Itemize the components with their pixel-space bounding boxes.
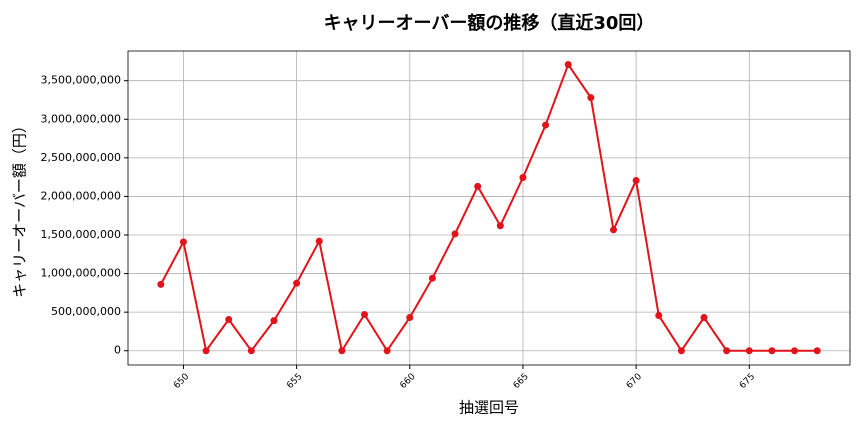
chart-title: キャリーオーバー額の推移（直近30回） (324, 12, 655, 34)
point (496, 222, 504, 230)
x-tick-label: 650 (172, 372, 191, 391)
y-tick-label: 500,000,000 (51, 305, 121, 318)
point (157, 280, 165, 288)
point (791, 347, 799, 355)
y-tick-label: 0 (114, 344, 121, 357)
point (202, 347, 210, 355)
point (383, 347, 391, 355)
point (723, 347, 731, 355)
point (519, 174, 527, 182)
point (270, 317, 278, 325)
y-tick-label: 2,500,000,000 (41, 151, 121, 164)
point (361, 310, 369, 318)
point (247, 347, 255, 355)
x-tick-label: 670 (625, 372, 644, 391)
point (542, 121, 550, 129)
line (159, 62, 818, 354)
point (315, 237, 323, 245)
point (655, 311, 663, 319)
point (564, 61, 572, 69)
plot-frame (127, 50, 851, 366)
point (406, 314, 414, 322)
point (632, 176, 640, 184)
point (768, 347, 776, 355)
point (338, 347, 346, 355)
point (813, 347, 821, 355)
y-tick-label: 3,500,000,000 (41, 74, 121, 87)
x-tick-label: 665 (512, 372, 531, 391)
point (179, 238, 187, 246)
point (677, 347, 685, 355)
x-tick-label: 655 (285, 372, 304, 391)
x-tick-label: 675 (738, 372, 757, 391)
y-tick-label: 1,500,000,000 (41, 228, 121, 241)
point (609, 226, 617, 234)
x-tick-label: 660 (398, 372, 417, 391)
point (700, 314, 708, 322)
point (225, 315, 233, 323)
point (293, 279, 301, 287)
point (428, 274, 436, 282)
y-axis-label: キャリーオーバー額（円） (11, 118, 29, 298)
point (745, 347, 753, 355)
point (474, 182, 482, 190)
point (451, 230, 459, 238)
y-tick-label: 1,000,000,000 (41, 267, 121, 280)
x-axis-label: 抽選回号 (459, 399, 519, 417)
y-tick-label: 3,000,000,000 (41, 112, 121, 125)
point (587, 94, 595, 102)
y-tick-label: 2,000,000,000 (41, 189, 121, 202)
